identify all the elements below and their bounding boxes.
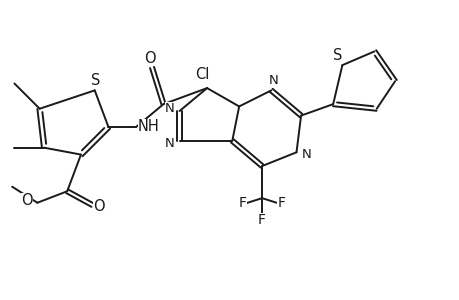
Text: O: O xyxy=(144,51,155,66)
Text: N: N xyxy=(164,136,174,150)
Text: S: S xyxy=(332,48,341,63)
Text: F: F xyxy=(238,196,246,210)
Text: N: N xyxy=(268,74,278,87)
Text: F: F xyxy=(277,196,285,210)
Text: Cl: Cl xyxy=(195,67,209,82)
Text: S: S xyxy=(91,73,101,88)
Text: O: O xyxy=(93,199,105,214)
Text: F: F xyxy=(257,213,265,227)
Text: N: N xyxy=(164,102,174,115)
Text: O: O xyxy=(22,193,33,208)
Text: N: N xyxy=(301,148,311,161)
Text: NH: NH xyxy=(138,119,159,134)
